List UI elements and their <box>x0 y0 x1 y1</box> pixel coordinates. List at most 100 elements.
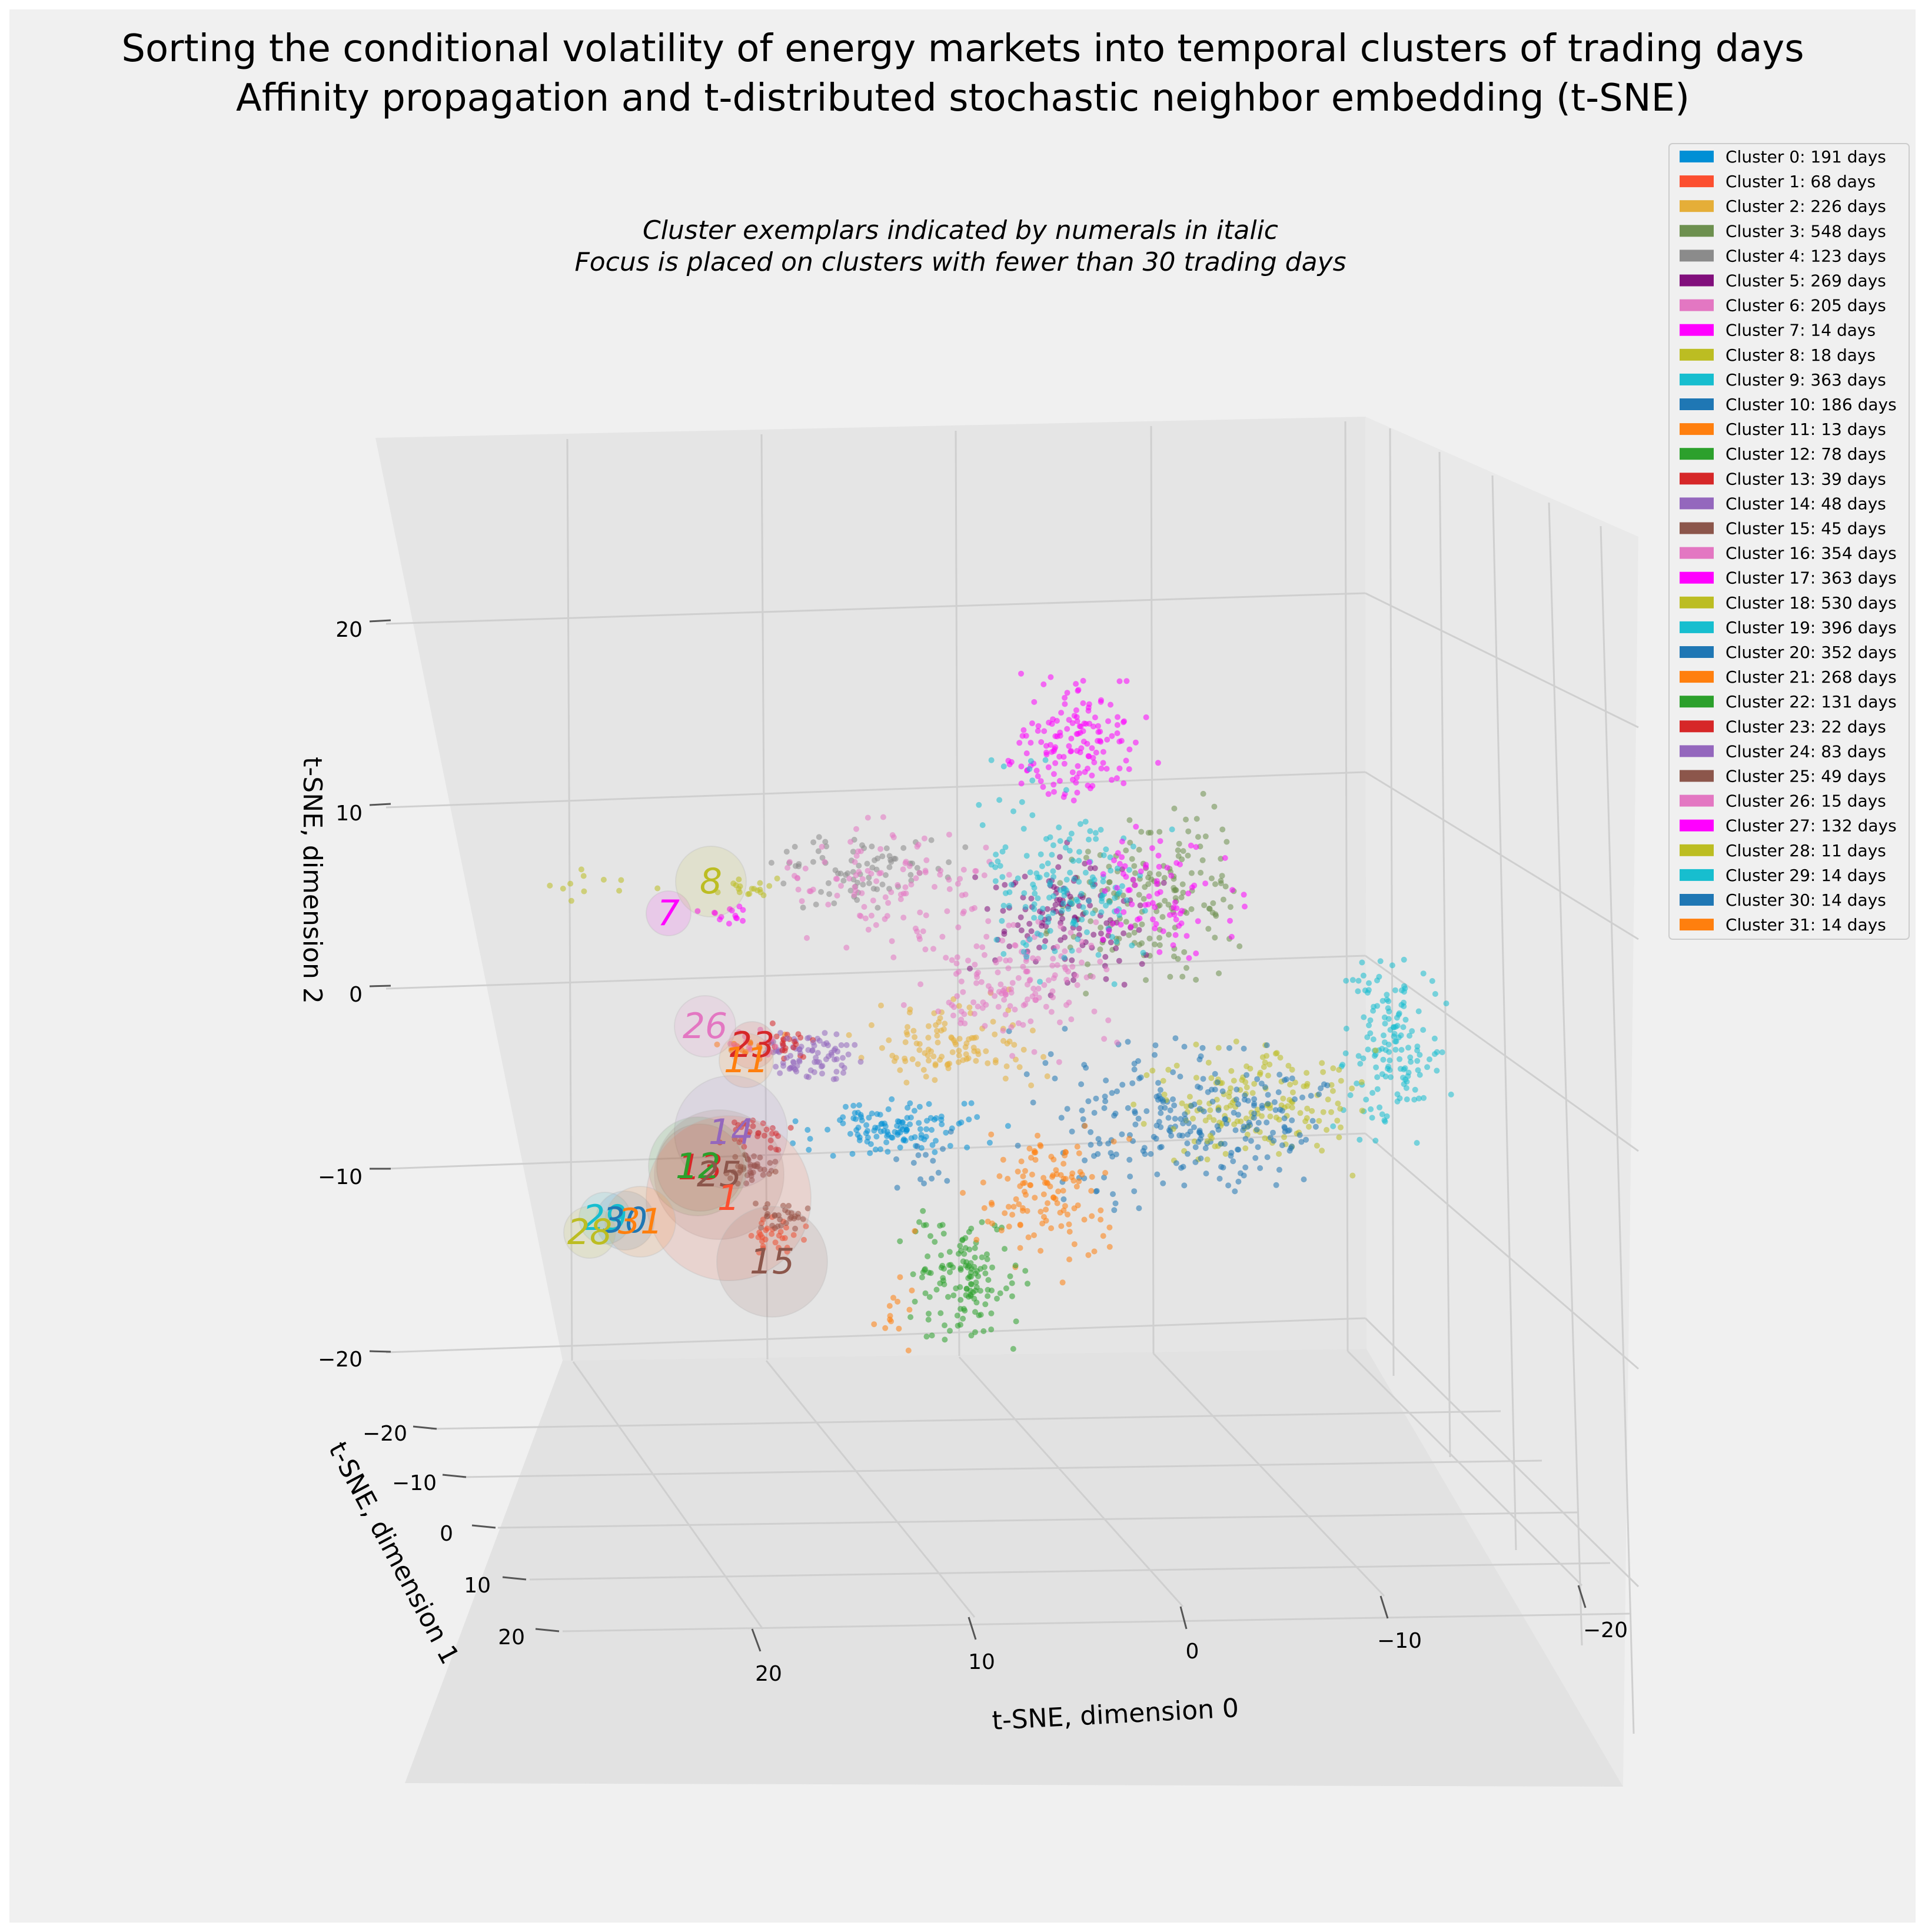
grid-line <box>1344 421 1349 1352</box>
data-point <box>999 849 1006 855</box>
data-point <box>810 839 817 846</box>
data-point <box>834 892 840 899</box>
data-point <box>983 933 990 940</box>
data-point <box>932 1062 939 1069</box>
data-point <box>769 1036 775 1042</box>
data-point <box>816 1038 823 1044</box>
data-point <box>1066 847 1073 854</box>
data-point <box>946 859 952 866</box>
data-point <box>1143 1072 1150 1078</box>
data-point <box>1185 1120 1192 1126</box>
data-point <box>1049 988 1056 995</box>
data-point <box>1286 1127 1293 1133</box>
data-point <box>978 979 985 985</box>
data-point <box>1006 922 1012 929</box>
data-point <box>1068 736 1075 741</box>
data-point <box>1394 1098 1401 1105</box>
data-point <box>1070 919 1077 925</box>
exemplar-bubble <box>648 1116 748 1216</box>
data-point <box>943 1129 949 1136</box>
data-point <box>1374 1074 1381 1080</box>
data-point <box>975 969 981 976</box>
data-point <box>1420 1027 1427 1033</box>
data-point <box>988 1199 995 1206</box>
data-point <box>1023 1071 1030 1078</box>
data-point <box>983 1251 990 1258</box>
data-point <box>1028 1018 1034 1025</box>
data-point <box>1082 860 1088 867</box>
data-point <box>1193 1075 1199 1081</box>
data-point <box>888 1134 895 1140</box>
data-point <box>1355 1053 1362 1059</box>
data-point <box>1008 989 1015 996</box>
data-point <box>1102 888 1108 894</box>
data-point <box>750 1123 756 1129</box>
data-point <box>1049 852 1055 858</box>
data-point <box>1155 760 1161 766</box>
exemplar-label: 13 <box>678 1147 723 1188</box>
data-point <box>766 883 773 889</box>
data-point <box>1022 1001 1029 1007</box>
data-point <box>1237 1170 1244 1176</box>
data-point <box>1215 1107 1222 1113</box>
data-point <box>922 1266 928 1272</box>
data-point <box>581 888 587 894</box>
data-point <box>1026 1145 1033 1152</box>
data-point <box>1222 1150 1229 1157</box>
data-point <box>887 857 894 863</box>
grid-line <box>1438 451 1451 1458</box>
data-point <box>746 1045 752 1051</box>
data-point <box>966 1246 973 1253</box>
data-point <box>955 1059 962 1065</box>
data-point <box>1173 1160 1179 1166</box>
data-point <box>1026 766 1033 772</box>
legend-label: Cluster 8: 18 days <box>1725 345 1876 365</box>
data-point <box>1049 962 1056 969</box>
data-point <box>1414 1058 1421 1064</box>
data-point <box>1126 932 1132 939</box>
data-point <box>1097 959 1103 965</box>
data-point <box>993 884 999 890</box>
data-point <box>772 1239 779 1246</box>
data-point <box>1023 750 1030 757</box>
data-point <box>1073 707 1079 713</box>
data-point <box>1020 1180 1026 1186</box>
data-point <box>1242 903 1248 910</box>
data-point <box>910 1160 917 1166</box>
data-point <box>940 1146 946 1152</box>
data-point <box>1401 1003 1407 1009</box>
data-point <box>846 1032 852 1038</box>
data-point <box>860 882 866 888</box>
data-point <box>837 1117 843 1123</box>
data-point <box>1347 1092 1354 1098</box>
data-point <box>740 907 746 913</box>
legend-label: Cluster 7: 14 days <box>1725 321 1876 340</box>
data-point <box>1012 1006 1018 1013</box>
data-point <box>1054 1200 1060 1206</box>
data-point <box>772 1212 778 1218</box>
data-point <box>1097 737 1103 744</box>
data-point <box>1040 1054 1046 1060</box>
data-point <box>1069 947 1075 954</box>
data-point <box>831 900 837 906</box>
legend-label: Cluster 10: 186 days <box>1725 395 1897 414</box>
data-point <box>1129 942 1135 949</box>
data-point <box>757 880 763 886</box>
legend-swatch <box>1680 919 1714 931</box>
data-point <box>1372 1051 1379 1058</box>
data-point <box>743 1049 749 1055</box>
y-tick-mark <box>442 1474 467 1478</box>
data-point <box>992 1057 999 1063</box>
data-point <box>1042 938 1049 944</box>
data-point <box>982 1270 989 1276</box>
data-point <box>1265 1092 1271 1098</box>
data-point <box>1023 1192 1029 1198</box>
data-point <box>1108 701 1113 708</box>
data-point <box>718 914 724 920</box>
data-point <box>769 1130 775 1137</box>
data-point <box>885 1149 891 1155</box>
data-point <box>1190 1115 1196 1122</box>
data-point <box>926 1058 932 1064</box>
data-point <box>1090 754 1096 761</box>
